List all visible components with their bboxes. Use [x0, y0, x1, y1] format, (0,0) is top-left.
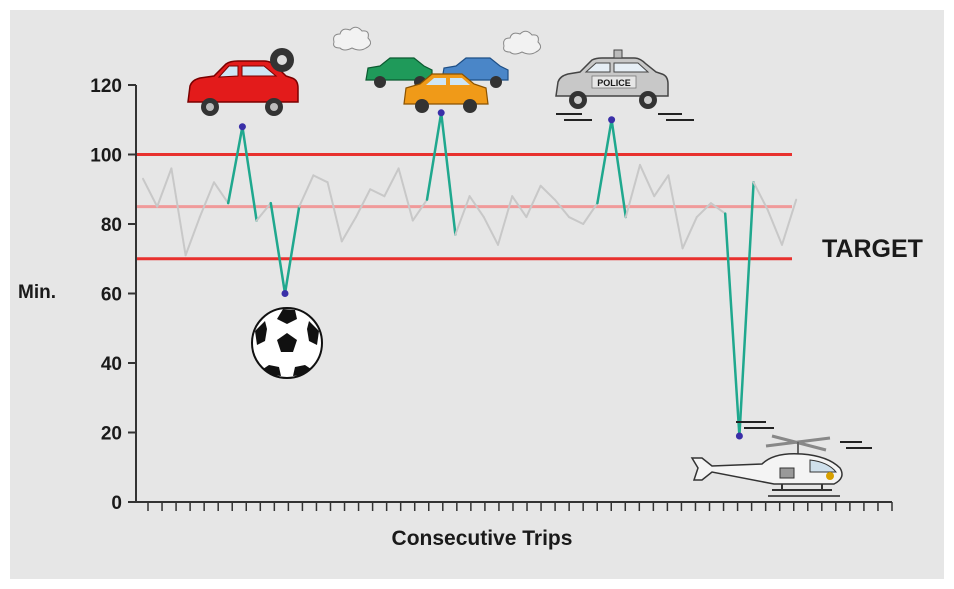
series-segment — [582, 202, 599, 225]
outlier-segment — [283, 205, 301, 295]
traffic-jam-icon — [333, 26, 542, 113]
x-axis-title: Consecutive Trips — [392, 527, 573, 550]
outlier-point — [608, 116, 616, 124]
y-tick-label: 120 — [90, 76, 122, 97]
series-segment — [681, 216, 698, 250]
outlier-segment — [723, 212, 741, 438]
series-segment — [156, 167, 173, 208]
series-segment — [142, 177, 159, 208]
series-segment — [525, 184, 542, 219]
series-segment — [667, 174, 684, 250]
red-car-flat-tire-icon — [187, 48, 299, 116]
y-axis-title: Min. — [18, 282, 56, 303]
series-segment — [752, 181, 769, 212]
series-segment — [198, 181, 215, 219]
series-segment — [511, 195, 528, 219]
outlier-point — [437, 109, 445, 117]
outlier-segment — [439, 111, 457, 236]
target-label: TARGET — [822, 235, 923, 263]
series-segment — [312, 174, 329, 184]
outlier-segment — [241, 125, 258, 222]
series-segment — [355, 188, 372, 219]
chart-frame: 0 20 40 60 80 100 120 Consecutive Trips Min. T… — [10, 10, 944, 579]
series-segment — [213, 181, 230, 205]
series-segment — [298, 174, 315, 208]
series-segment — [568, 216, 585, 225]
series-segment — [411, 198, 428, 222]
soccer-ball-icon — [251, 307, 323, 379]
series-segment — [553, 198, 570, 219]
y-tick-label: 40 — [101, 354, 122, 375]
series-segment — [497, 195, 514, 246]
series-segment — [468, 195, 485, 219]
chart-svg: 0 20 40 60 80 100 120 Consecutive Trips Min. T… — [18, 26, 923, 550]
series-segment — [454, 195, 471, 236]
y-tick-label: 80 — [101, 215, 122, 236]
outlier-segment — [596, 118, 613, 205]
y-tick-label: 20 — [101, 424, 122, 445]
outlier-segment — [738, 181, 755, 438]
outlier-segment — [226, 125, 244, 205]
y-tick-label: 100 — [90, 146, 122, 167]
police-label: POLICE — [597, 78, 631, 88]
series-segment — [653, 174, 670, 198]
series-segment — [170, 167, 187, 257]
series-segment — [710, 202, 727, 215]
helicopter-icon — [690, 421, 872, 497]
series-segment — [482, 216, 499, 246]
y-tick-label: 60 — [101, 285, 122, 306]
outlier-segment — [425, 111, 443, 201]
series-segment — [255, 202, 272, 222]
series-segment — [383, 167, 400, 198]
series-segment — [184, 216, 201, 257]
series-segment — [624, 163, 641, 219]
outlier-point — [735, 432, 743, 440]
series-segment — [369, 188, 386, 198]
series-segment — [639, 163, 656, 198]
series-segment — [397, 167, 414, 222]
police-car-icon: POLICE — [555, 49, 694, 121]
series-segment — [695, 202, 712, 219]
outlier-point — [238, 123, 246, 131]
outlier-segment — [610, 118, 628, 219]
series-segment — [766, 209, 783, 246]
series-segment — [539, 184, 556, 201]
series-segment — [781, 198, 798, 246]
y-tick-label: 0 — [111, 493, 122, 514]
series-segment — [340, 216, 357, 243]
outlier-point — [281, 290, 289, 297]
series-segment — [326, 181, 343, 243]
outlier-segment — [269, 201, 287, 295]
